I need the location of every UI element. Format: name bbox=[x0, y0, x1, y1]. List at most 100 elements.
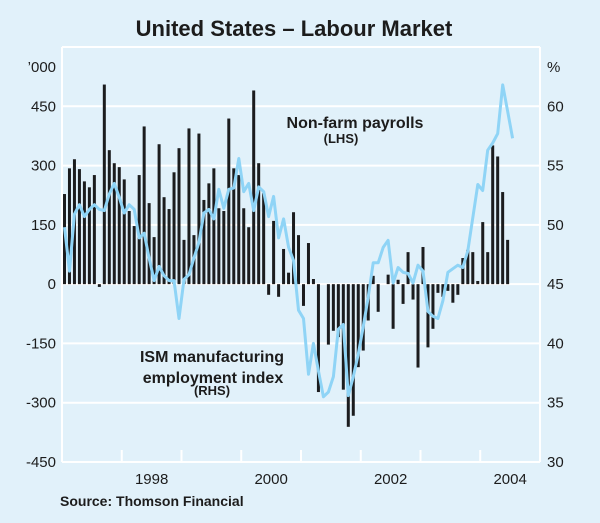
payrolls-bar bbox=[252, 90, 256, 285]
left-tick-label: 300 bbox=[31, 158, 56, 175]
payrolls-bar bbox=[371, 275, 375, 285]
payrolls-bar bbox=[426, 284, 430, 348]
payrolls-bar bbox=[421, 246, 425, 285]
payrolls-bar bbox=[147, 203, 151, 285]
payrolls-bar bbox=[227, 118, 231, 285]
payrolls-bar bbox=[351, 284, 355, 416]
right-tick-label: 50 bbox=[547, 217, 564, 234]
payrolls-bar bbox=[182, 239, 186, 285]
payrolls-bar bbox=[416, 284, 420, 368]
payrolls-bar bbox=[386, 274, 390, 285]
payrolls-bar bbox=[326, 284, 330, 345]
payrolls-bar bbox=[301, 284, 305, 306]
payrolls-axis-note: (LHS) bbox=[324, 131, 359, 146]
ism-label-line1: ISM manufacturing bbox=[140, 349, 284, 366]
left-axis-unit: ’000 bbox=[28, 59, 56, 76]
payrolls-bar bbox=[87, 187, 91, 285]
right-tick-label: 40 bbox=[547, 335, 564, 352]
right-tick-label: 45 bbox=[547, 276, 564, 293]
payrolls-bar bbox=[117, 167, 121, 285]
payrolls-bar bbox=[471, 252, 475, 285]
payrolls-bar bbox=[157, 144, 161, 285]
left-tick-label: -300 bbox=[26, 395, 56, 412]
payrolls-bar bbox=[257, 163, 261, 285]
payrolls-bar bbox=[127, 211, 131, 285]
payrolls-bar bbox=[67, 168, 71, 285]
payrolls-bar bbox=[97, 284, 101, 287]
ism-label-line2: employment index bbox=[143, 370, 284, 387]
payrolls-bar bbox=[316, 284, 320, 393]
x-tick-label: 2002 bbox=[374, 471, 407, 488]
payrolls-bar bbox=[132, 226, 136, 285]
payrolls-bar bbox=[282, 248, 286, 285]
payrolls-bar bbox=[92, 175, 96, 285]
payrolls-bar bbox=[456, 284, 460, 295]
payrolls-bar bbox=[391, 284, 395, 329]
payrolls-bar bbox=[172, 172, 176, 285]
payrolls-bar bbox=[237, 175, 241, 285]
payrolls-bar bbox=[217, 208, 221, 285]
payrolls-bar bbox=[187, 128, 191, 285]
payrolls-bar bbox=[356, 284, 360, 368]
ism-line bbox=[63, 83, 515, 399]
chart-title: United States – Labour Market bbox=[136, 16, 453, 41]
payrolls-bar bbox=[306, 243, 310, 285]
x-tick-label: 2004 bbox=[493, 471, 526, 488]
left-tick-label: 150 bbox=[31, 217, 56, 234]
payrolls-bar bbox=[212, 168, 216, 285]
right-axis-unit: % bbox=[547, 59, 560, 76]
payrolls-bar bbox=[431, 284, 435, 329]
payrolls-bar bbox=[272, 220, 276, 285]
payrolls-bar bbox=[476, 280, 480, 285]
right-tick-label: 60 bbox=[547, 98, 564, 115]
left-tick-label: -450 bbox=[26, 454, 56, 471]
payrolls-bar bbox=[331, 284, 335, 331]
payrolls-bar bbox=[401, 284, 405, 304]
ism-axis-note: (RHS) bbox=[194, 383, 230, 398]
payrolls-bar bbox=[247, 227, 251, 285]
x-tick-label: 2000 bbox=[254, 471, 287, 488]
payrolls-bar bbox=[491, 145, 495, 285]
payrolls-bar bbox=[441, 284, 445, 297]
payrolls-bar bbox=[197, 133, 201, 285]
x-tick-label: 1998 bbox=[135, 471, 168, 488]
payrolls-bar bbox=[82, 181, 86, 285]
payrolls-bar bbox=[411, 284, 415, 300]
payrolls-bar bbox=[122, 179, 126, 285]
payrolls-bar bbox=[297, 235, 301, 285]
right-tick-label: 35 bbox=[547, 395, 564, 412]
payrolls-bar bbox=[232, 168, 236, 285]
source-note: Source: Thomson Financial bbox=[60, 493, 244, 509]
payrolls-bar bbox=[102, 84, 106, 285]
payrolls-bar bbox=[207, 183, 211, 285]
payrolls-bar bbox=[501, 192, 505, 285]
payrolls-bar bbox=[107, 150, 111, 285]
payrolls-bar bbox=[142, 126, 146, 285]
payrolls-bar bbox=[486, 252, 490, 285]
payrolls-bar bbox=[396, 279, 400, 285]
payrolls-bar bbox=[346, 284, 350, 427]
payrolls-bar bbox=[451, 284, 455, 303]
payrolls-bar bbox=[112, 163, 116, 285]
payrolls-bar bbox=[461, 258, 465, 285]
payrolls-bar bbox=[287, 272, 291, 285]
payrolls-bar bbox=[267, 284, 271, 295]
payrolls-bar bbox=[77, 169, 81, 285]
left-tick-label: 0 bbox=[48, 276, 56, 293]
payrolls-bar bbox=[167, 209, 171, 285]
payrolls-bar bbox=[506, 239, 510, 285]
payrolls-bar bbox=[177, 148, 181, 285]
payrolls-label: Non-farm payrolls bbox=[287, 115, 424, 132]
payrolls-bar bbox=[336, 284, 340, 338]
payrolls-bar bbox=[242, 208, 246, 285]
right-tick-label: 30 bbox=[547, 454, 564, 471]
payrolls-bar bbox=[481, 222, 485, 285]
payrolls-bar bbox=[376, 284, 380, 312]
payrolls-bar bbox=[496, 156, 500, 285]
y-tick-labels: 450 300 150 0 -150 -300 -450 60 55 50 45 40 35 30 bbox=[26, 98, 564, 471]
payrolls-bar bbox=[262, 193, 266, 285]
right-tick-label: 55 bbox=[547, 158, 564, 175]
payrolls-bar bbox=[152, 237, 156, 285]
plot-frame bbox=[61, 46, 541, 463]
